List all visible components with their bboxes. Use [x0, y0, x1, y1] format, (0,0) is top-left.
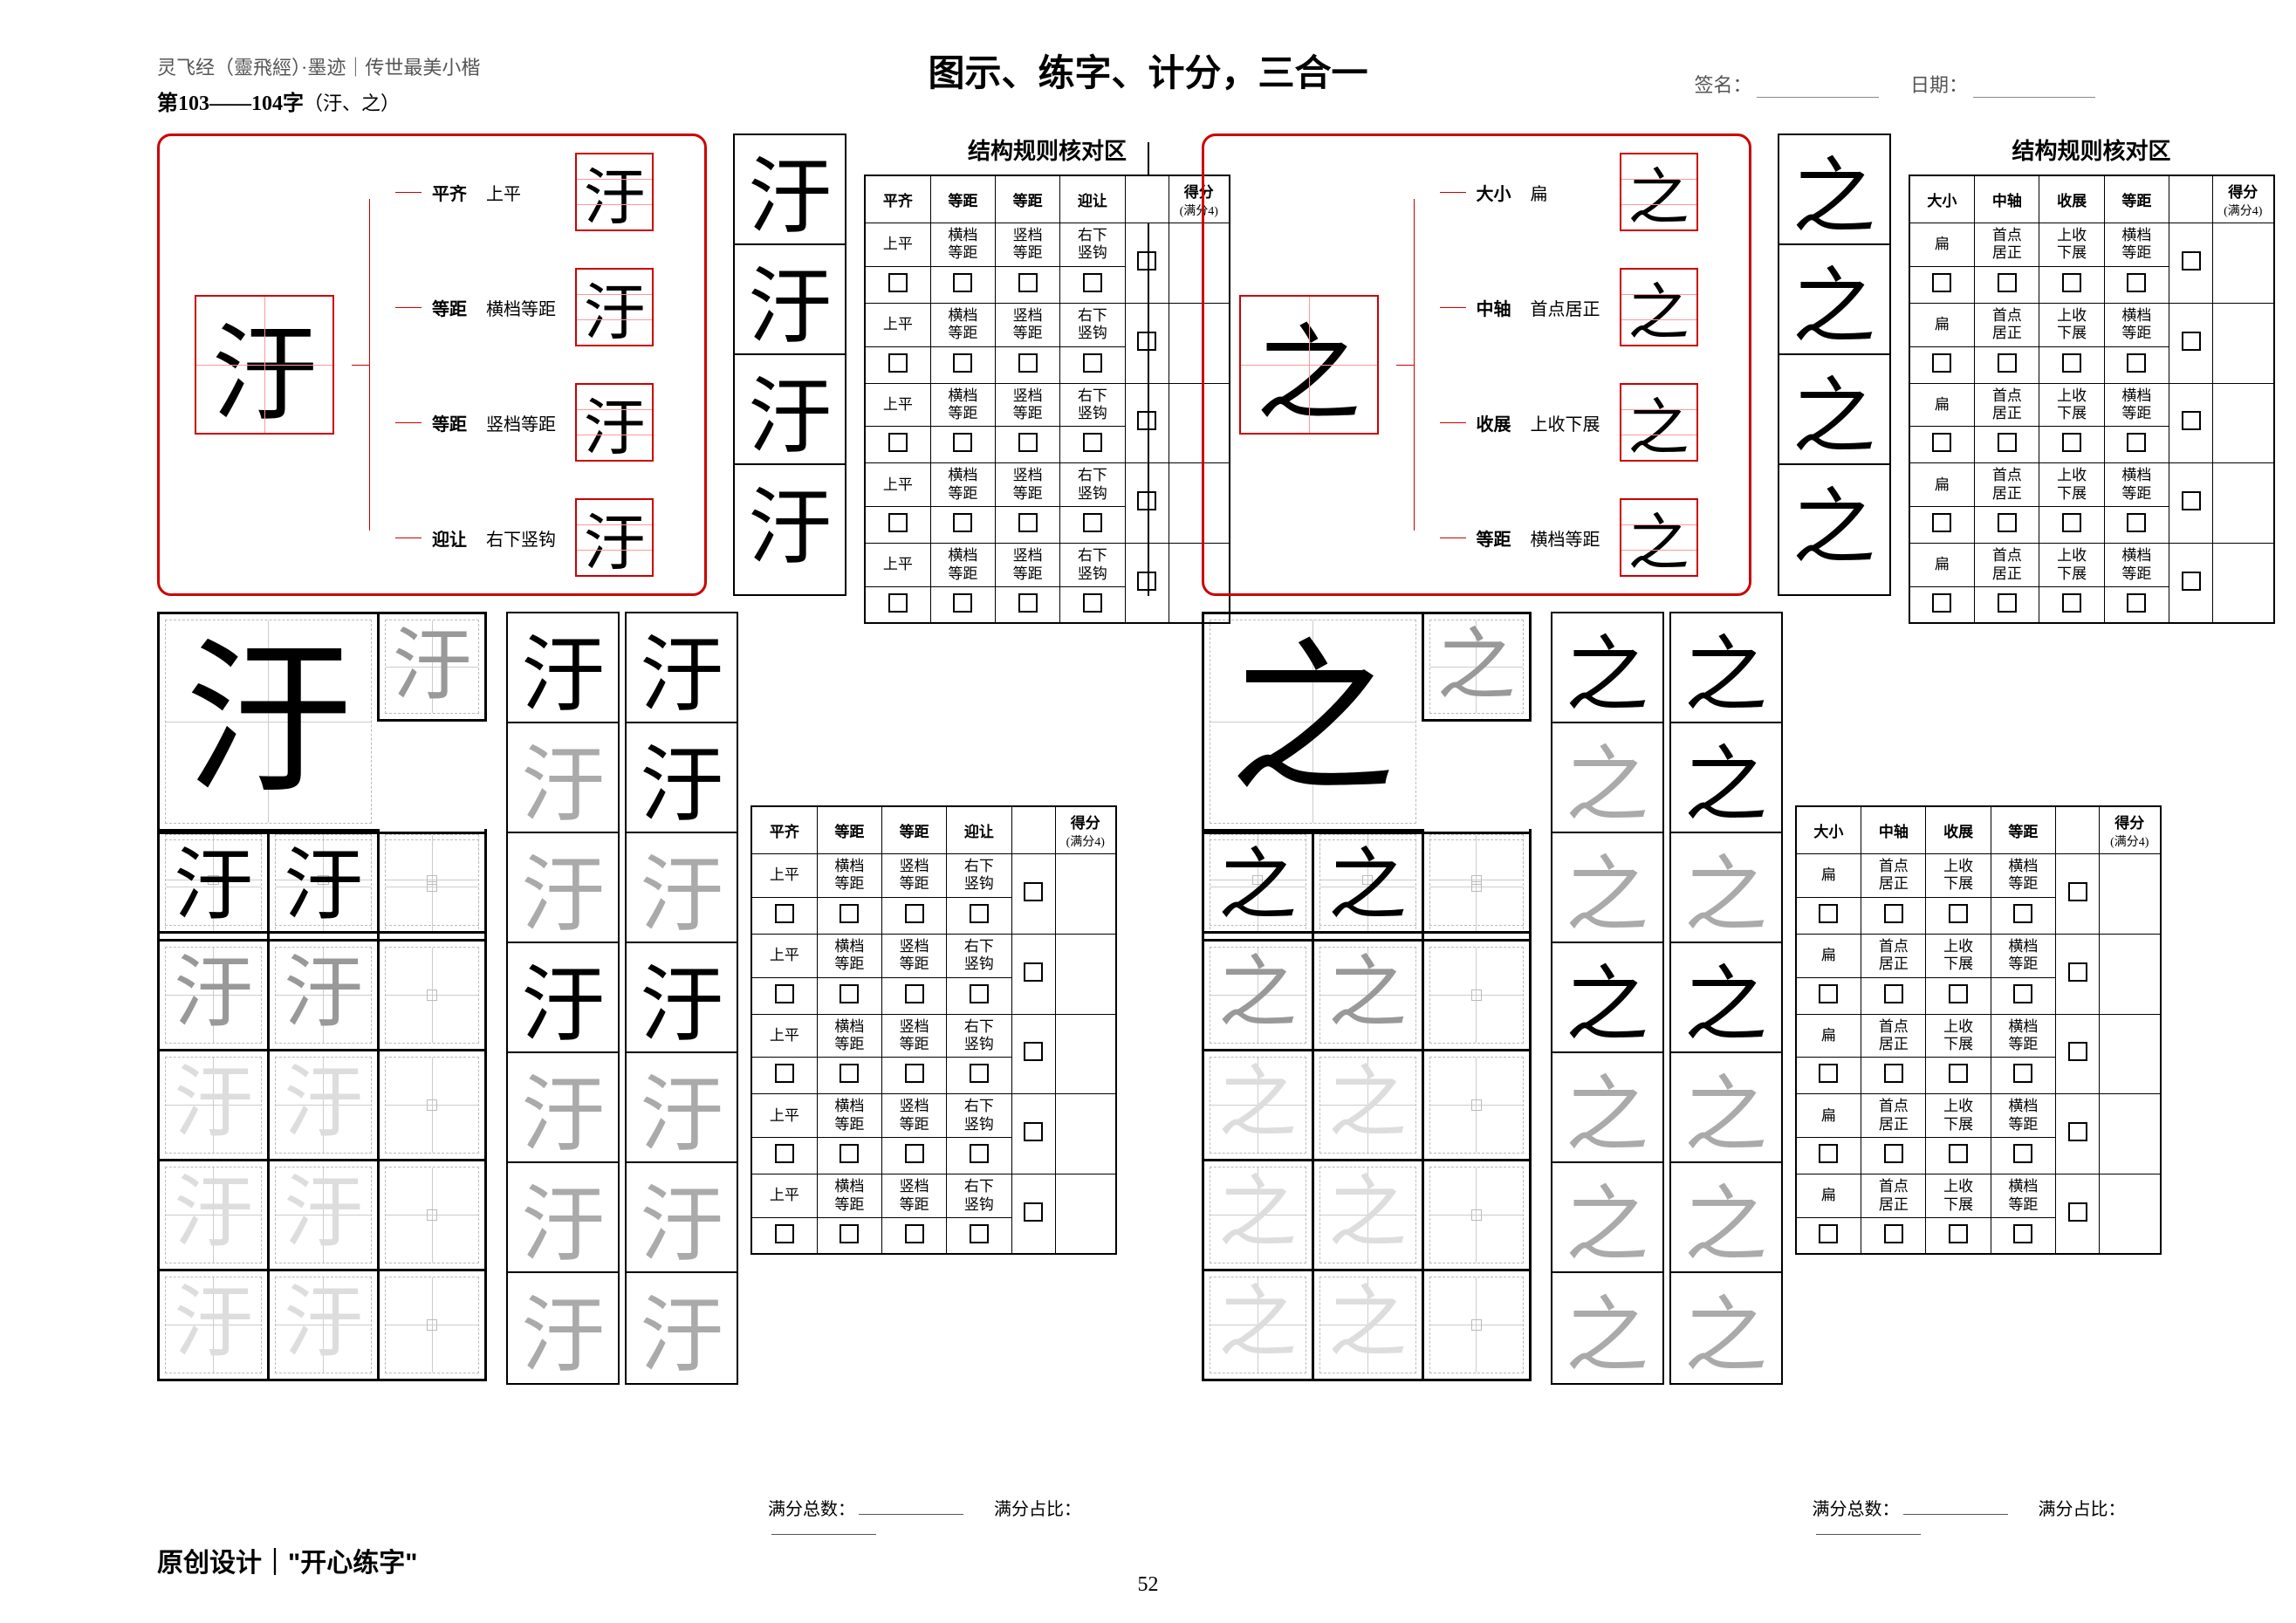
- practice-col-left-3: 汙汙汙汙汙汙汙: [625, 612, 738, 1385]
- practice-col-right-3: 之之之之之之之: [1669, 612, 1783, 1385]
- score-area-left-bottom: 平齐等距等距迎让得分(满分4)上平横档等距竖档等距右下竖钩上平横档等距竖档等距右…: [750, 805, 1117, 1255]
- left-column: 汙 平齐上平汙等距横档等距汙等距竖档等距汙迎让右下竖钩汙 汙汙汙汙 汙汙汙汙汙汙…: [157, 134, 1095, 596]
- score-area-right-top: 结构规则核对区 大小中轴收展等距得分(满分4)扁首点居正上收下展横档等距扁首点居…: [1909, 134, 2275, 624]
- score-area-left-top: 结构规则核对区 平齐等距等距迎让得分(满分4)上平横档等距竖档等距右下竖钩上平横…: [864, 134, 1230, 624]
- score-table: 大小中轴收展等距得分(满分4)扁首点居正上收下展横档等距扁首点居正上收下展横档等…: [1795, 805, 2162, 1255]
- page-number: 52: [1138, 1573, 1159, 1597]
- signature-line: 签名： 日期：: [1694, 70, 2121, 98]
- structure-panel-left: 汙 平齐上平汙等距横档等距汙等距竖档等距汙迎让右下竖钩汙: [157, 134, 707, 596]
- score-table: 平齐等距等距迎让得分(满分4)上平横档等距竖档等距右下竖钩上平横档等距竖档等距右…: [750, 805, 1117, 1255]
- footer-credit: 原创设计｜"开心练字": [157, 1541, 417, 1579]
- page-title: 图示、练字、计分，三合一: [928, 44, 1367, 97]
- practice-col-right-2: 之之之之之之之: [1551, 612, 1664, 1385]
- practice-col-left-2: 汙汙汙汙汙汙汙: [506, 612, 620, 1385]
- structure-panel-right: 之 大小扁之中轴首点居正之收展上收下展之等距横档等距之: [1202, 134, 1751, 596]
- score-table: 大小中轴收展等距得分(满分4)扁首点居正上收下展横档等距扁首点居正上收下展横档等…: [1909, 175, 2275, 624]
- main-char-left: 汙: [195, 295, 334, 435]
- totals-left: 满分总数： 满分占比：: [768, 1495, 1095, 1540]
- score-area-right-bottom: 大小中轴收展等距得分(满分4)扁首点居正上收下展横档等距扁首点居正上收下展横档等…: [1795, 805, 2162, 1255]
- score-table: 平齐等距等距迎让得分(满分4)上平横档等距竖档等距右下竖钩上平横档等距竖档等距右…: [864, 175, 1230, 624]
- totals-right: 满分总数： 满分占比：: [1813, 1495, 2140, 1540]
- right-column: 之 大小扁之中轴首点居正之收展上收下展之等距横档等距之 之之之之 之之之之之之之…: [1202, 134, 2140, 596]
- main-char-right: 之: [1239, 295, 1379, 435]
- practice-col-right-1: 之之之之: [1778, 134, 1891, 596]
- practice-col-left-1: 汙汙汙汙: [733, 134, 846, 596]
